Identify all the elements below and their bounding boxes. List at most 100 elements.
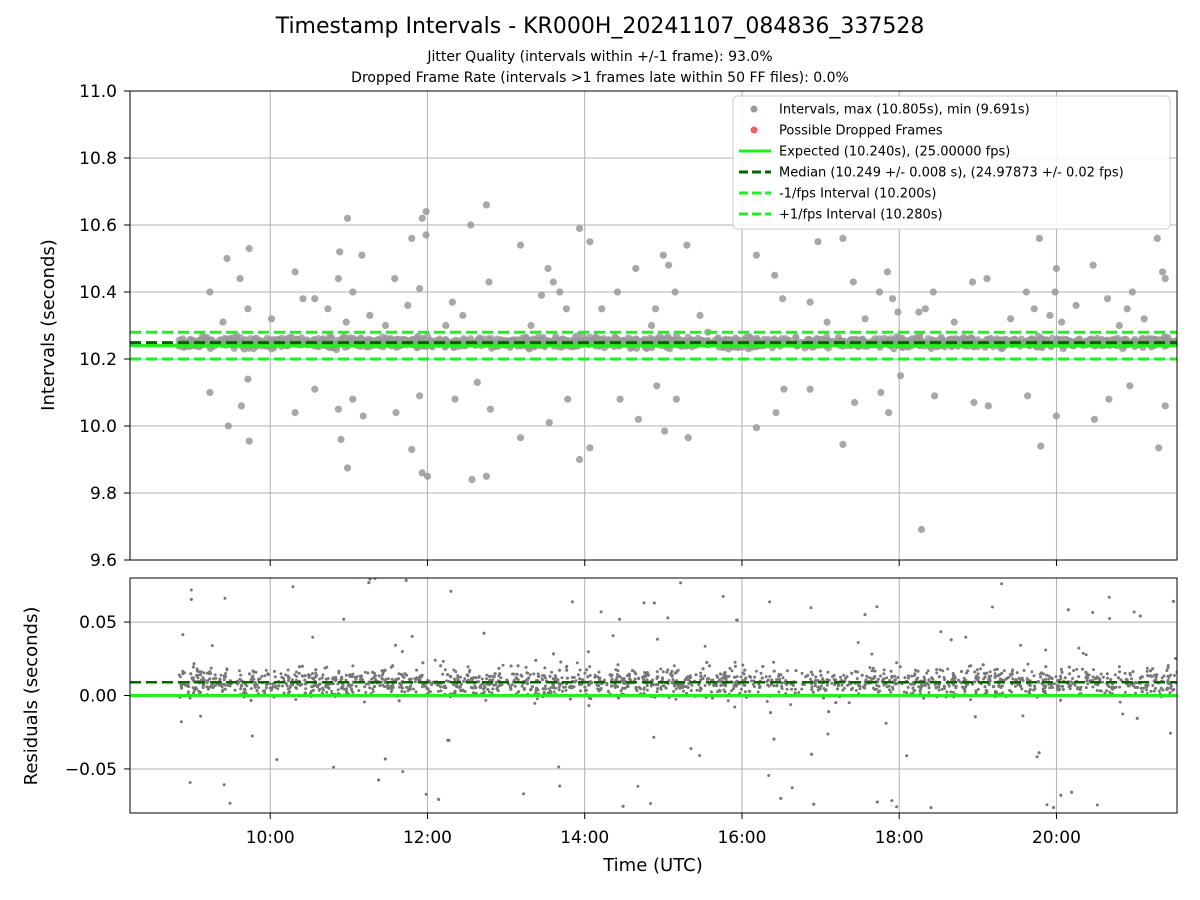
residual-point	[253, 685, 257, 689]
residual-point	[905, 691, 909, 695]
residual-point	[358, 678, 362, 681]
residual-point	[760, 676, 764, 680]
residual-point	[761, 665, 765, 668]
residual-point	[949, 638, 953, 642]
residual-point	[386, 677, 390, 681]
residual-point	[772, 669, 776, 673]
residual-point	[457, 685, 461, 689]
residual-point	[800, 687, 804, 691]
residual-point	[552, 652, 555, 656]
residual-point	[895, 805, 899, 809]
residual-point	[654, 683, 658, 687]
residual-point	[1001, 691, 1005, 695]
residual-point	[1173, 674, 1176, 677]
interval-outlier-point	[244, 375, 252, 383]
interval-outlier-point	[291, 409, 299, 417]
residual-point	[994, 690, 997, 693]
interval-outlier-point	[1052, 412, 1060, 420]
residual-point	[543, 687, 547, 691]
residual-point	[1044, 684, 1047, 688]
residual-point	[1145, 683, 1149, 687]
residual-point	[265, 683, 269, 687]
residual-point	[380, 669, 384, 673]
residual-point	[403, 672, 407, 676]
residual-point	[239, 673, 243, 677]
residual-point	[1091, 611, 1095, 614]
residual-point	[699, 678, 703, 682]
residual-point	[674, 697, 678, 701]
residual-point	[1123, 671, 1127, 675]
residual-point	[188, 781, 192, 784]
residual-point	[417, 676, 421, 680]
interval-outlier-point	[545, 419, 553, 427]
residual-point	[695, 688, 699, 692]
interval-outlier-point	[1161, 402, 1169, 410]
interval-outlier-point	[422, 208, 430, 216]
residual-point	[517, 690, 521, 694]
residual-point	[220, 685, 224, 689]
interval-outlier-point	[1103, 295, 1112, 303]
residual-point	[1138, 614, 1142, 618]
residual-point	[813, 681, 817, 685]
residual-point	[455, 684, 459, 688]
interval-point	[179, 335, 187, 343]
residual-point	[974, 689, 978, 693]
residual-point	[733, 705, 737, 709]
residual-point	[818, 669, 822, 673]
residual-point	[793, 691, 797, 695]
residual-point	[371, 670, 375, 674]
residual-point	[810, 688, 814, 691]
residual-point	[660, 676, 664, 680]
residual-point	[212, 677, 215, 681]
interval-outlier-point	[366, 311, 374, 319]
residual-point	[285, 684, 289, 688]
residual-point	[526, 678, 530, 682]
residual-point	[303, 674, 307, 678]
residuals-panel: −0.05 0.00 0.05 10:00 12:00 14:00 16:00 18:00 2…	[21, 577, 1178, 876]
time-x-axis: 10:00 12:00 14:00 16:00 18:00 20:00	[246, 813, 1081, 848]
residual-point	[522, 792, 525, 796]
residual-point	[528, 673, 532, 677]
residual-point	[199, 670, 203, 674]
residual-point	[383, 679, 387, 683]
residual-point	[734, 684, 738, 688]
residual-point	[1063, 676, 1067, 680]
residual-point	[394, 677, 398, 681]
residual-point	[1145, 669, 1149, 673]
interval-outlier-point	[921, 305, 930, 313]
residual-point	[1118, 700, 1122, 704]
residual-point	[568, 697, 572, 701]
residual-point	[579, 689, 582, 693]
x-tick-label: 16:00	[717, 828, 766, 848]
interval-outlier-point	[391, 275, 399, 283]
residual-point	[357, 689, 361, 692]
residual-point	[334, 678, 338, 682]
residual-point	[1025, 677, 1029, 681]
residual-point	[295, 686, 299, 690]
residual-point	[965, 683, 969, 687]
x-tick-label: 18:00	[875, 828, 924, 848]
residual-point	[421, 661, 425, 665]
interval-outlier-point	[1153, 234, 1161, 242]
residuals-y-tick-label: −0.05	[65, 760, 117, 780]
residual-point	[949, 690, 953, 694]
legend-upper-bound-label: +1/fps Interval (10.280s)	[779, 208, 943, 223]
residual-point	[756, 690, 760, 694]
residual-point	[1037, 751, 1041, 755]
residual-point	[1024, 689, 1028, 693]
residual-point	[1149, 689, 1153, 693]
interval-point	[612, 334, 620, 342]
residual-point	[775, 684, 779, 688]
residual-point	[414, 690, 418, 694]
residual-point	[1117, 665, 1121, 669]
interval-point	[1059, 335, 1067, 343]
residual-point	[785, 683, 789, 687]
residual-point	[1108, 690, 1112, 694]
residual-point	[192, 662, 196, 666]
residual-point	[1059, 793, 1063, 797]
residual-point	[992, 684, 996, 688]
residual-point	[1107, 595, 1111, 599]
residual-point	[804, 675, 808, 679]
residual-point	[224, 683, 228, 687]
residual-point	[1128, 671, 1132, 675]
